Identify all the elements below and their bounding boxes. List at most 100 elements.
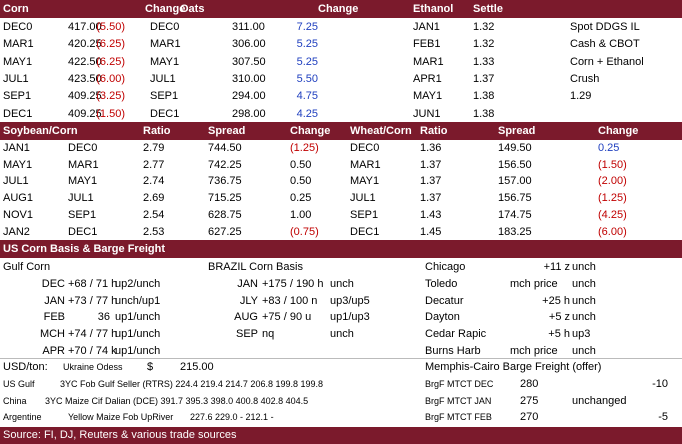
header-band xyxy=(0,240,682,258)
cell: FEB1 xyxy=(413,38,441,51)
cell: +73 / 77 h xyxy=(68,294,118,307)
cell: MAR1 xyxy=(150,38,181,51)
cell: 1.32 xyxy=(473,38,495,51)
cell: 311.00 xyxy=(232,21,265,33)
cell: 3YC Fob Gulf Seller (RTRS) 224.4 219.4 2… xyxy=(60,379,323,389)
cell: DEC1 xyxy=(68,225,98,238)
cell: 1.36 xyxy=(420,142,442,154)
cell: 627.25 xyxy=(208,225,242,238)
cell: 744.50 xyxy=(208,142,242,154)
cell: MAR1 xyxy=(3,38,34,51)
cell: JLY xyxy=(239,294,258,307)
header-band xyxy=(0,122,682,140)
cell: DEC0 xyxy=(3,21,33,33)
cell: 2.69 xyxy=(143,192,165,205)
cell: FEB xyxy=(43,311,65,324)
cell: JAN xyxy=(237,277,258,290)
cell: Crush xyxy=(570,72,600,85)
cell: DEC0 xyxy=(68,142,98,154)
column-header: Oats xyxy=(180,3,205,15)
cell: (6.25) xyxy=(96,55,125,68)
cell: 157.00 xyxy=(498,175,532,188)
cell: +5 z xyxy=(548,311,570,324)
cell: MAY1 xyxy=(350,175,380,188)
cell: DEC0 xyxy=(150,21,180,33)
cell: nq xyxy=(262,328,275,341)
cell: +83 / 100 n xyxy=(262,294,318,307)
cell: +5 h xyxy=(548,328,570,341)
cell: 1.37 xyxy=(420,192,442,205)
cell: (1.50) xyxy=(96,107,125,120)
cell: MCH xyxy=(39,328,65,341)
cell: (1.25) xyxy=(598,192,627,205)
cell: Spot DDGS IL xyxy=(570,21,640,33)
cell: (4.25) xyxy=(598,208,627,221)
cell: Ukraine Odess xyxy=(63,362,123,372)
cell: 5.25 xyxy=(296,38,318,51)
column-header: Spread xyxy=(208,125,246,137)
cell: 1.32 xyxy=(473,21,495,33)
cell: APR xyxy=(42,345,65,357)
cell: DEC1 xyxy=(150,107,180,120)
cell: Decatur xyxy=(425,294,464,307)
cell: -5 xyxy=(658,411,668,424)
cell: (6.25) xyxy=(96,38,125,51)
cell: JUL1 xyxy=(150,72,176,85)
cell: unch xyxy=(572,311,596,324)
cell: unch xyxy=(572,261,596,273)
cell: Argentine xyxy=(3,412,42,423)
column-header: Soybean/Corn xyxy=(3,125,78,137)
cell: 0.50 xyxy=(290,175,312,188)
cell: 628.75 xyxy=(208,208,242,221)
cell: 2.79 xyxy=(143,142,165,154)
cell: (3.25) xyxy=(96,90,125,103)
cell: unchanged xyxy=(572,394,627,407)
cell: 270 xyxy=(520,411,539,424)
column-header: Change xyxy=(318,3,359,15)
cell: 1.43 xyxy=(420,208,442,221)
divider xyxy=(0,358,682,359)
cell: +175 / 190 h xyxy=(262,277,324,290)
cell: 1.38 xyxy=(473,107,495,120)
cell: 280 xyxy=(520,378,539,390)
cell: JUL1 xyxy=(350,192,376,205)
cell: JUL1 xyxy=(3,175,29,188)
cell: SEP1 xyxy=(150,90,179,103)
cell: 1.33 xyxy=(473,55,495,68)
cell: 156.50 xyxy=(498,158,532,171)
cell: unch/up1 xyxy=(115,294,161,307)
cell: up3/up5 xyxy=(330,294,370,307)
cell: SEP1 xyxy=(350,208,379,221)
cell: 4.25 xyxy=(296,107,318,120)
cell: 7.25 xyxy=(296,21,318,33)
column-header: Wheat/Corn xyxy=(350,125,412,137)
cell: 715.25 xyxy=(208,192,242,205)
cell: +70 / 74 k xyxy=(68,345,117,357)
cell: 0.50 xyxy=(290,158,312,171)
cell: +25 h xyxy=(542,294,570,307)
cell: up1/unch xyxy=(115,345,161,357)
cell: 1.29 xyxy=(570,90,592,103)
cell: BrgF MTCT JAN xyxy=(425,395,492,406)
cell: 227.6 229.0 - 212.1 - xyxy=(190,412,274,423)
cell: 183.25 xyxy=(498,225,532,238)
cell: 1.37 xyxy=(473,72,495,85)
cell: (1.25) xyxy=(290,142,319,154)
column-header: Change xyxy=(145,3,186,15)
cell: up3 xyxy=(572,328,591,341)
cell: Yellow Maize Fob UpRiver xyxy=(68,412,174,423)
cell: +75 / 90 u xyxy=(262,311,312,324)
column-header: Ethanol xyxy=(413,3,454,15)
cell: 0.25 xyxy=(598,142,620,154)
column-header: Corn xyxy=(3,3,29,15)
cell: JAN1 xyxy=(3,142,30,154)
cell: 1.37 xyxy=(420,175,442,188)
cell: unch xyxy=(330,277,354,290)
cell: 1.00 xyxy=(290,208,312,221)
cell: 275 xyxy=(520,394,539,407)
cell: Dayton xyxy=(425,311,460,324)
cell: 5.50 xyxy=(296,72,318,85)
cell: Burns Harb xyxy=(425,345,481,357)
cell: MAY1 xyxy=(68,175,98,188)
